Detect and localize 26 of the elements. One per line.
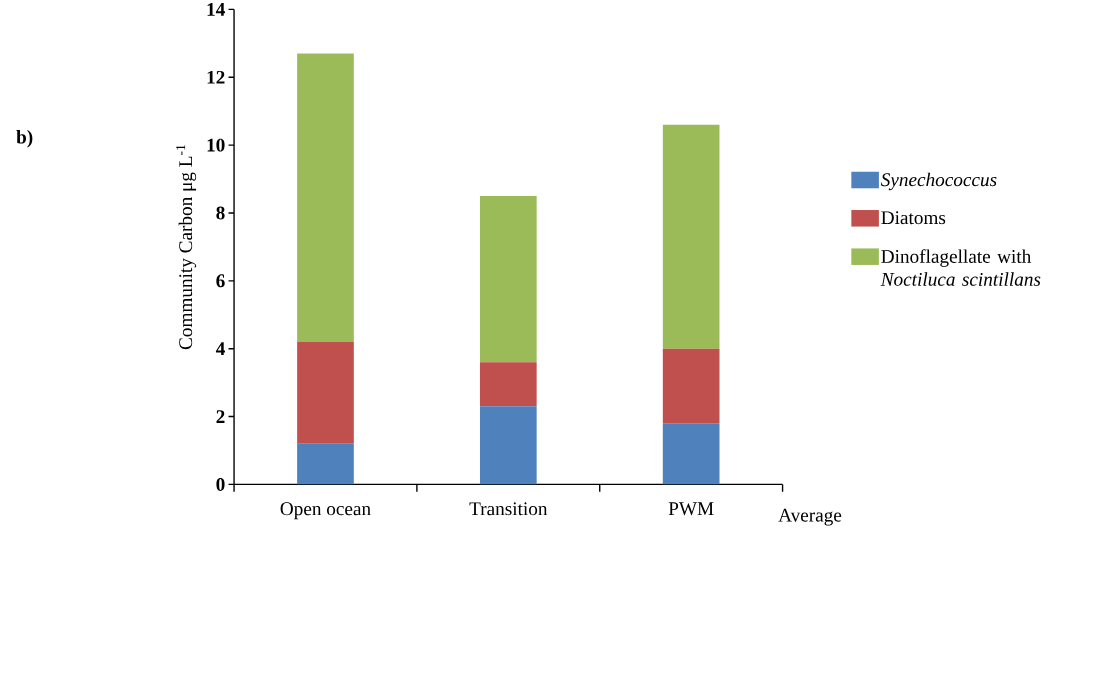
- y-tick-label: 2: [216, 409, 225, 423]
- bar: [662, 423, 720, 485]
- bar: [479, 406, 537, 485]
- bar: [662, 124, 720, 349]
- bar: [479, 362, 537, 407]
- x-tick-label: Open ocean: [280, 502, 371, 519]
- bar: [297, 443, 354, 485]
- x-tick-label: PWM: [668, 502, 714, 516]
- legend-label: Synechococcus: [880, 172, 997, 190]
- y-tick-label: 4: [215, 342, 225, 355]
- x-axis-title: Average: [778, 508, 842, 526]
- y-tick-label: 14: [207, 2, 225, 16]
- y-tick-label: 6: [216, 274, 225, 288]
- y-tick-label: 12: [207, 70, 225, 84]
- y-tick-label: 0: [216, 477, 225, 491]
- x-tick-label: Transition: [469, 502, 548, 516]
- bar: [662, 348, 720, 424]
- y-tick-label: 8: [216, 206, 225, 220]
- legend-label: Diatoms: [881, 211, 946, 224]
- text: b): [16, 129, 33, 148]
- bar: [479, 195, 537, 363]
- y-tick-label: 10: [207, 138, 225, 152]
- bar: [297, 53, 354, 342]
- bar: [297, 341, 354, 444]
- legend-label: Dinoflagellate with Noctiluca scintillans: [880, 249, 1041, 286]
- y-axis-title: Community Carbon μg L$^{-1}$: [176, 144, 197, 349]
